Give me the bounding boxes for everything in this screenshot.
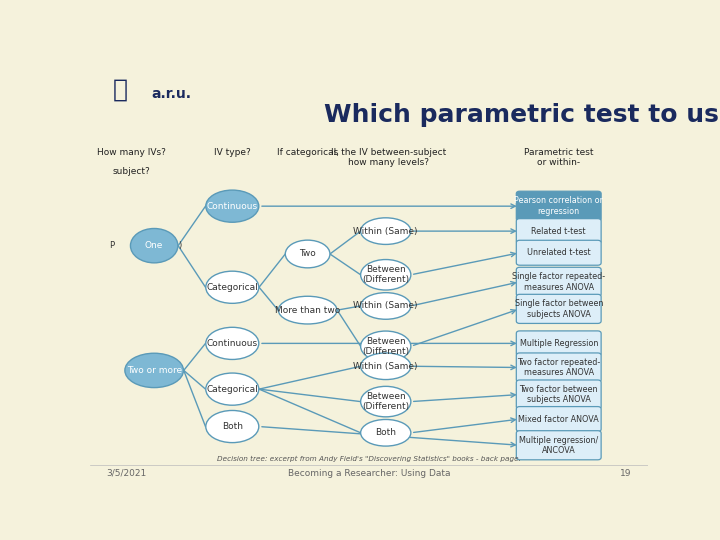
Text: IV type?: IV type? xyxy=(214,148,251,157)
Text: Pearson correlation or
regression: Pearson correlation or regression xyxy=(514,197,603,216)
Text: Within (Same): Within (Same) xyxy=(354,301,418,310)
Ellipse shape xyxy=(279,296,337,324)
Ellipse shape xyxy=(206,190,258,222)
Text: Between
(Different): Between (Different) xyxy=(362,336,409,356)
Text: 🦢: 🦢 xyxy=(113,78,128,102)
Ellipse shape xyxy=(130,228,178,263)
FancyBboxPatch shape xyxy=(516,407,601,431)
Ellipse shape xyxy=(361,260,411,290)
Ellipse shape xyxy=(361,420,411,446)
Ellipse shape xyxy=(361,331,411,362)
Text: Single factor repeated-
measures ANOVA: Single factor repeated- measures ANOVA xyxy=(512,272,606,292)
Text: Is the IV between-subject
how many levels?: Is the IV between-subject how many level… xyxy=(331,148,446,167)
Text: If categorical,: If categorical, xyxy=(276,148,338,157)
Text: Two factor between
subjects ANOVA: Two factor between subjects ANOVA xyxy=(519,385,598,404)
Text: a.r.u.: a.r.u. xyxy=(151,87,192,101)
Text: P: P xyxy=(109,241,114,250)
Text: One: One xyxy=(145,241,163,250)
FancyBboxPatch shape xyxy=(516,267,601,296)
Ellipse shape xyxy=(285,240,330,268)
Text: Between
(Different): Between (Different) xyxy=(362,392,409,411)
Text: Continuous: Continuous xyxy=(207,339,258,348)
Text: Multiple Regression: Multiple Regression xyxy=(520,339,598,348)
Text: More than two: More than two xyxy=(275,306,341,315)
Text: How many IVs?: How many IVs? xyxy=(97,148,166,157)
Text: Both: Both xyxy=(222,422,243,431)
Text: Both: Both xyxy=(375,428,396,437)
Text: 19: 19 xyxy=(620,469,631,477)
Text: Two: Two xyxy=(300,249,316,259)
Text: subject?: subject? xyxy=(113,167,150,176)
Ellipse shape xyxy=(206,327,258,360)
FancyBboxPatch shape xyxy=(516,431,601,460)
FancyBboxPatch shape xyxy=(516,331,601,356)
Text: Which parametric test to use?: Which parametric test to use? xyxy=(324,103,720,127)
FancyBboxPatch shape xyxy=(516,380,601,409)
FancyBboxPatch shape xyxy=(516,240,601,265)
Text: 3/5/2021: 3/5/2021 xyxy=(107,469,147,477)
Ellipse shape xyxy=(206,410,258,443)
FancyBboxPatch shape xyxy=(516,353,601,382)
Ellipse shape xyxy=(125,353,184,388)
FancyBboxPatch shape xyxy=(516,191,601,221)
Ellipse shape xyxy=(361,386,411,417)
Text: Two or more: Two or more xyxy=(127,366,181,375)
Ellipse shape xyxy=(206,271,258,303)
Text: Within (Same): Within (Same) xyxy=(354,227,418,235)
Ellipse shape xyxy=(361,293,411,319)
Ellipse shape xyxy=(361,218,411,245)
Text: Parametric test
or within-: Parametric test or within- xyxy=(524,148,593,167)
Text: ): ) xyxy=(179,241,182,250)
FancyBboxPatch shape xyxy=(516,294,601,323)
Text: Categorical: Categorical xyxy=(207,283,258,292)
Text: Unrelated t-test: Unrelated t-test xyxy=(527,248,590,257)
Text: Related t-test: Related t-test xyxy=(531,227,586,235)
Ellipse shape xyxy=(206,373,258,405)
Text: Becoming a Researcher: Using Data: Becoming a Researcher: Using Data xyxy=(288,469,450,477)
Text: Categorical: Categorical xyxy=(207,384,258,394)
Text: Two factor repeated-
measures ANOVA: Two factor repeated- measures ANOVA xyxy=(517,358,600,377)
Text: Between
(Different): Between (Different) xyxy=(362,265,409,285)
Text: Multiple regression/
ANCOVA: Multiple regression/ ANCOVA xyxy=(519,436,598,455)
FancyBboxPatch shape xyxy=(516,219,601,244)
Text: Mixed factor ANOVA: Mixed factor ANOVA xyxy=(518,415,599,423)
Text: Decision tree: excerpt from Andy Field's "Discovering Statistics" books - back p: Decision tree: excerpt from Andy Field's… xyxy=(217,456,521,462)
Ellipse shape xyxy=(361,353,411,380)
Text: Continuous: Continuous xyxy=(207,201,258,211)
Text: Within (Same): Within (Same) xyxy=(354,362,418,371)
Text: Single factor between
subjects ANOVA: Single factor between subjects ANOVA xyxy=(515,299,603,319)
